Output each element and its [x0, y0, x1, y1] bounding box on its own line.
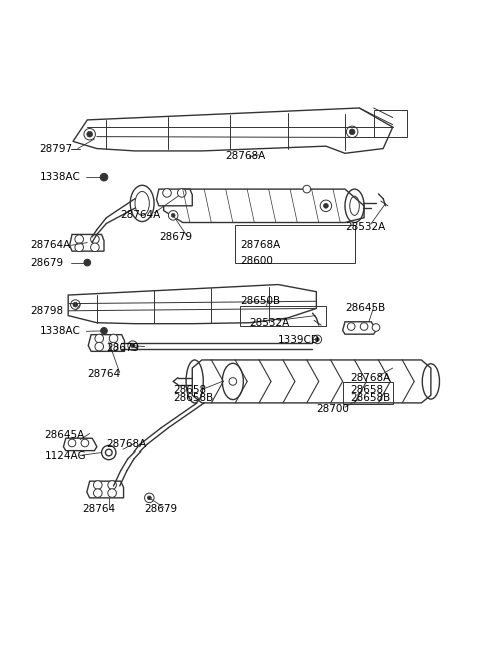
Text: 28764: 28764 — [87, 369, 120, 379]
Text: 28764A: 28764A — [120, 210, 161, 220]
Text: 28532A: 28532A — [345, 222, 385, 233]
Circle shape — [94, 481, 102, 489]
Text: 28679: 28679 — [107, 343, 140, 353]
Polygon shape — [192, 360, 431, 403]
Circle shape — [229, 378, 237, 385]
Circle shape — [178, 189, 186, 197]
Circle shape — [131, 344, 134, 348]
Circle shape — [102, 445, 116, 460]
Circle shape — [320, 200, 332, 212]
Circle shape — [147, 496, 151, 500]
Bar — [373, 110, 407, 137]
Polygon shape — [88, 335, 124, 351]
Circle shape — [84, 259, 91, 266]
Circle shape — [95, 334, 104, 343]
Circle shape — [108, 489, 116, 497]
Circle shape — [349, 129, 355, 135]
Circle shape — [68, 439, 76, 447]
Circle shape — [81, 439, 89, 447]
Bar — [343, 383, 393, 404]
Circle shape — [324, 204, 328, 208]
Text: 28658B: 28658B — [173, 393, 214, 403]
Polygon shape — [164, 189, 364, 223]
Circle shape — [75, 235, 84, 244]
Text: 28658B: 28658B — [350, 393, 390, 403]
Circle shape — [303, 185, 311, 193]
Circle shape — [315, 337, 319, 341]
Circle shape — [84, 128, 96, 140]
Circle shape — [94, 489, 102, 497]
Circle shape — [171, 214, 175, 217]
Text: 28532A: 28532A — [250, 318, 290, 328]
Text: 1339CD: 1339CD — [278, 335, 320, 345]
Circle shape — [108, 481, 116, 489]
Text: 28768A: 28768A — [350, 373, 390, 383]
Text: 28768A: 28768A — [107, 440, 146, 449]
Text: 28650B: 28650B — [240, 296, 280, 307]
Text: 28679: 28679 — [144, 504, 178, 514]
Circle shape — [163, 189, 171, 197]
Polygon shape — [70, 234, 104, 251]
Circle shape — [91, 235, 99, 244]
Bar — [240, 306, 326, 326]
Text: 28768A: 28768A — [240, 240, 280, 250]
Text: 28600: 28600 — [240, 255, 273, 266]
Circle shape — [95, 343, 104, 351]
Circle shape — [109, 334, 118, 343]
Circle shape — [106, 449, 112, 456]
Circle shape — [75, 243, 84, 252]
Text: 28797: 28797 — [39, 143, 72, 153]
Text: 1338AC: 1338AC — [39, 172, 81, 182]
Text: 28658: 28658 — [350, 386, 383, 396]
Circle shape — [87, 132, 93, 137]
Text: 1124AG: 1124AG — [44, 451, 86, 461]
Circle shape — [100, 174, 108, 181]
Circle shape — [101, 328, 108, 334]
Text: 28700: 28700 — [316, 403, 349, 413]
Text: 28679: 28679 — [30, 257, 63, 268]
Circle shape — [71, 300, 80, 309]
Circle shape — [128, 341, 137, 350]
Circle shape — [348, 323, 355, 330]
Text: 28768A: 28768A — [226, 151, 266, 160]
Polygon shape — [156, 189, 192, 206]
Circle shape — [91, 243, 99, 252]
Polygon shape — [63, 438, 97, 451]
Circle shape — [168, 210, 178, 220]
Circle shape — [73, 302, 78, 307]
Bar — [235, 225, 355, 263]
Circle shape — [372, 324, 380, 331]
Text: 28764: 28764 — [83, 504, 116, 514]
Polygon shape — [87, 481, 123, 498]
Text: 1338AC: 1338AC — [39, 326, 81, 336]
Text: 28645A: 28645A — [44, 430, 84, 440]
Text: 28679: 28679 — [159, 232, 192, 242]
Circle shape — [313, 335, 322, 344]
Circle shape — [360, 323, 368, 330]
Text: 28798: 28798 — [30, 306, 63, 316]
Circle shape — [144, 493, 154, 502]
Circle shape — [347, 126, 358, 138]
Text: 28764A: 28764A — [30, 240, 70, 250]
Text: 28645B: 28645B — [345, 303, 385, 313]
Circle shape — [109, 343, 118, 351]
Polygon shape — [343, 322, 376, 334]
Text: 28658: 28658 — [173, 386, 206, 396]
